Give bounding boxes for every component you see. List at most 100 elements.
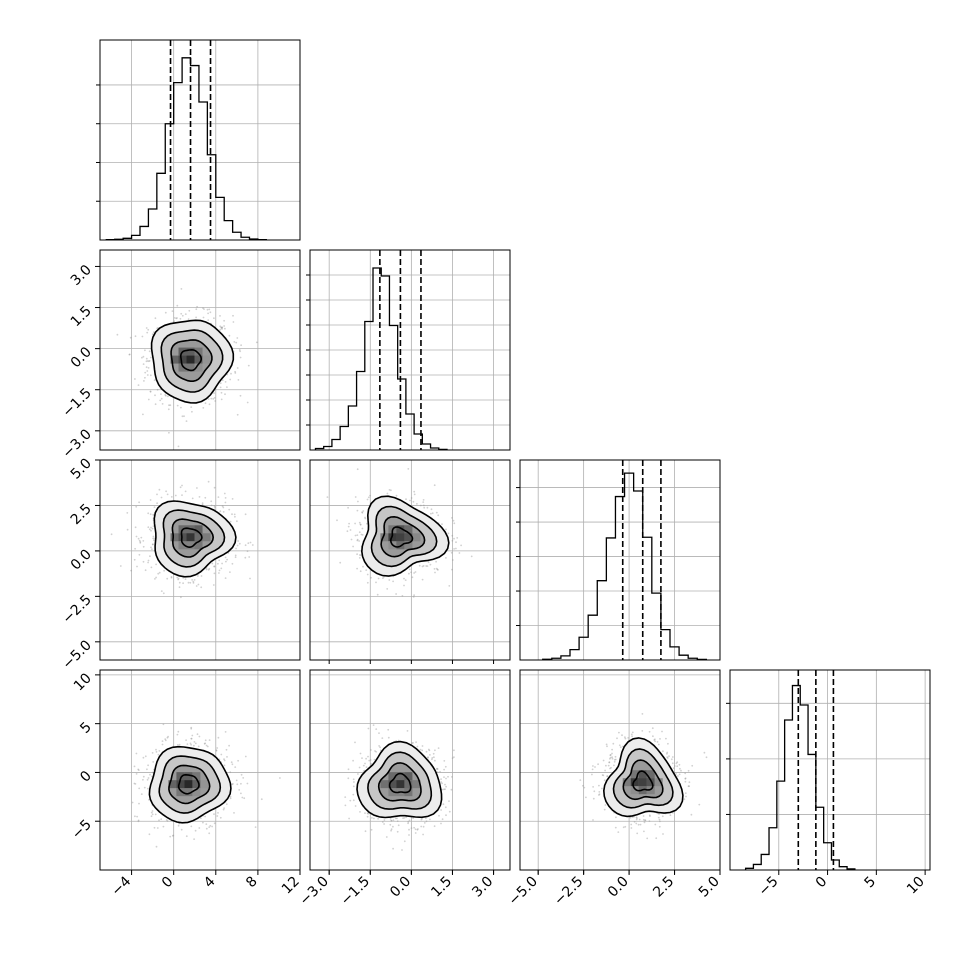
- sample-point: [176, 317, 178, 319]
- sample-point: [593, 790, 596, 793]
- sample-point: [659, 738, 661, 740]
- sample-point: [350, 538, 353, 541]
- sample-point: [687, 769, 690, 772]
- sample-point: [621, 734, 623, 737]
- sample-point: [445, 777, 447, 780]
- sample-point: [211, 562, 214, 565]
- sample-point: [456, 537, 459, 539]
- sample-point: [688, 781, 691, 784]
- sample-point: [667, 742, 669, 745]
- sample-point: [208, 308, 211, 311]
- sample-point: [181, 415, 184, 418]
- sample-point: [220, 326, 223, 329]
- sample-point: [236, 367, 239, 369]
- sample-point: [656, 741, 659, 743]
- sample-point: [176, 733, 179, 736]
- sample-point: [630, 733, 633, 736]
- sample-point: [364, 517, 367, 520]
- sample-point: [131, 801, 134, 804]
- sample-point: [430, 512, 432, 515]
- sample-point: [164, 394, 167, 396]
- sample-point: [222, 506, 225, 509]
- sample-point: [352, 793, 355, 796]
- density-cell: [388, 772, 397, 781]
- sample-point: [407, 820, 410, 823]
- sample-point: [426, 506, 429, 509]
- sample-point: [216, 815, 219, 817]
- sample-point: [242, 777, 245, 779]
- density-cell: [194, 363, 203, 372]
- scatter-content: [310, 460, 510, 660]
- sample-point: [137, 819, 140, 822]
- sample-point: [684, 780, 687, 783]
- sample-point: [451, 568, 453, 571]
- sample-point: [234, 766, 237, 768]
- sample-point: [366, 573, 369, 576]
- sample-point: [653, 739, 656, 741]
- sample-point: [364, 762, 366, 765]
- sample-point: [684, 792, 687, 795]
- contour-line: [180, 527, 203, 549]
- density-cell: [380, 780, 389, 789]
- sample-point: [377, 817, 379, 820]
- sample-point: [151, 771, 154, 774]
- sample-point: [234, 370, 237, 373]
- sample-point: [601, 774, 604, 776]
- sample-point: [673, 765, 676, 767]
- sample-point: [260, 798, 263, 801]
- sample-point: [470, 555, 473, 558]
- y-tick-label: 0.0: [68, 546, 95, 573]
- sample-point: [436, 768, 438, 770]
- scatter-panel-2-3: [309, 459, 511, 661]
- sample-point: [183, 415, 185, 418]
- sample-point: [149, 374, 152, 377]
- sample-point: [130, 569, 133, 572]
- sample-point: [657, 743, 660, 746]
- sample-point: [197, 745, 200, 748]
- sample-point: [138, 539, 141, 542]
- sample-point: [413, 594, 415, 597]
- sample-point: [249, 577, 251, 580]
- sample-point: [180, 288, 183, 290]
- sample-point: [189, 742, 192, 745]
- sample-point: [390, 819, 393, 822]
- density-cell: [168, 780, 177, 789]
- sample-point: [662, 750, 664, 753]
- sample-point: [643, 821, 646, 824]
- sample-point: [435, 567, 438, 570]
- sample-point: [225, 748, 228, 751]
- panel-frame: [99, 459, 301, 661]
- sample-point: [641, 713, 644, 715]
- sample-point: [230, 372, 232, 375]
- sample-point: [366, 812, 369, 815]
- sample-point: [229, 771, 232, 774]
- sample-point: [207, 568, 210, 571]
- sample-point: [644, 819, 647, 822]
- density-cell: [200, 780, 209, 789]
- sample-point: [220, 391, 223, 394]
- sample-point: [591, 768, 594, 771]
- histogram-steps: [314, 267, 448, 451]
- sample-point: [683, 798, 686, 801]
- sample-point: [410, 571, 412, 574]
- sample-point: [204, 402, 207, 405]
- sample-point: [621, 745, 624, 748]
- density-cell: [186, 355, 195, 364]
- panel-frame: [309, 249, 511, 451]
- sample-point: [194, 829, 197, 832]
- density-cell: [202, 533, 211, 542]
- sample-point: [209, 311, 212, 314]
- sample-point: [433, 825, 436, 828]
- sample-point: [179, 486, 182, 489]
- sample-point: [373, 758, 376, 761]
- density-cell: [404, 533, 413, 542]
- sample-point: [149, 499, 152, 501]
- sample-point: [450, 551, 453, 554]
- y-tick-label: 5: [77, 719, 95, 737]
- sample-point: [190, 743, 193, 746]
- sample-point: [349, 529, 352, 531]
- sample-point: [147, 360, 150, 363]
- sample-point: [356, 468, 359, 471]
- sample-point: [180, 406, 182, 409]
- sample-point: [390, 828, 393, 831]
